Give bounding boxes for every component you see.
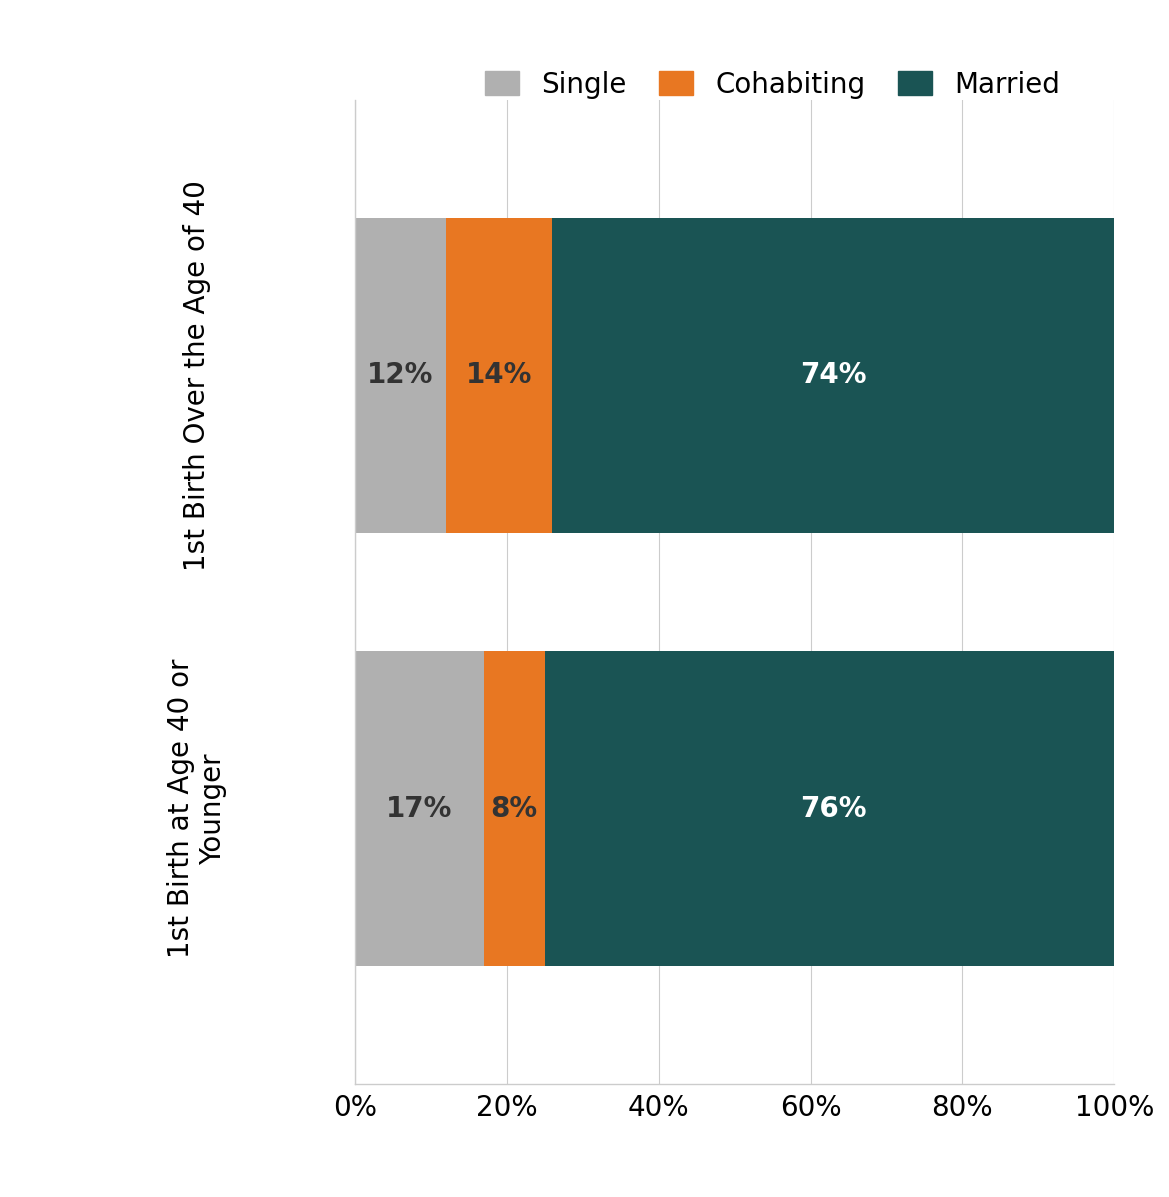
Text: 74%: 74% <box>800 361 866 389</box>
Bar <box>552 218 1114 533</box>
Text: 76%: 76% <box>800 795 866 822</box>
Bar <box>545 651 1122 966</box>
Bar <box>445 218 552 533</box>
Text: 17%: 17% <box>386 795 452 822</box>
Bar <box>484 651 545 966</box>
Bar <box>355 218 445 533</box>
Bar <box>355 651 484 966</box>
Text: 14%: 14% <box>466 361 532 389</box>
Text: 8%: 8% <box>491 795 538 822</box>
Text: 12%: 12% <box>367 361 434 389</box>
Legend: Single, Cohabiting, Married: Single, Cohabiting, Married <box>475 60 1071 110</box>
